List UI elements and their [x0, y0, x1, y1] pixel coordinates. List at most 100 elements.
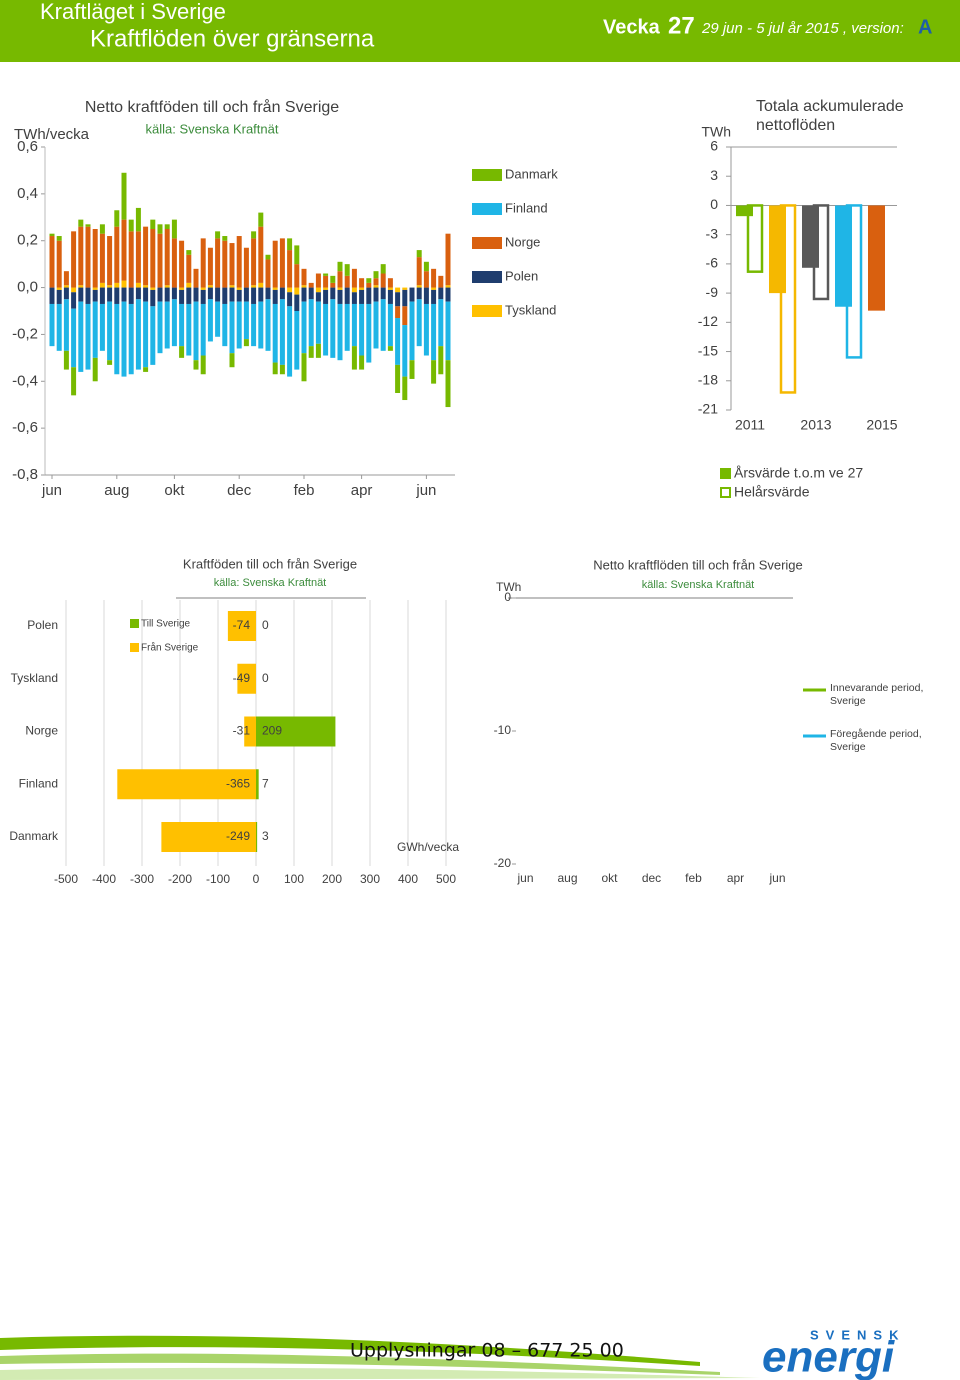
bar-segment — [330, 299, 336, 358]
bar-segment — [423, 287, 429, 304]
bar-segment — [431, 303, 437, 361]
x-tick-label: jun — [516, 871, 533, 885]
bar-segment — [294, 245, 300, 265]
chart-title: Netto kraftföden till och från Sverige — [85, 98, 339, 116]
bar-segment — [323, 273, 329, 276]
bar-segment — [416, 257, 422, 286]
bar-segment — [56, 289, 62, 304]
bar-segment — [71, 367, 77, 396]
bar-segment — [243, 247, 249, 288]
x-tick-label: apr — [351, 482, 373, 499]
bar-segment — [135, 287, 141, 300]
y-tick-label: -20 — [494, 856, 512, 870]
bar-segment — [193, 268, 199, 288]
bar-segment — [229, 287, 235, 302]
bar-segment — [157, 287, 163, 302]
legend-label: Tyskland — [505, 302, 556, 317]
bar-segment — [258, 212, 264, 227]
bar-segment — [107, 301, 113, 361]
bar-segment — [366, 287, 372, 304]
bar-segment — [445, 301, 451, 361]
bar-segment — [301, 287, 307, 302]
x-tick-label: -500 — [54, 872, 78, 886]
bar-segment — [272, 287, 278, 290]
bar-segment — [236, 236, 242, 288]
bar-segment — [265, 287, 271, 300]
bar — [244, 716, 256, 747]
bar-segment — [438, 299, 444, 347]
bar-segment — [315, 292, 321, 302]
footer-swoosh — [0, 1335, 700, 1366]
bar-segment — [294, 264, 300, 288]
bar-segment — [229, 243, 235, 286]
bar — [256, 716, 336, 747]
bar-segment — [373, 287, 379, 302]
bar-segment — [287, 238, 293, 251]
bar-segment — [265, 254, 271, 260]
header-subtitle: Kraftflöden över gränserna — [90, 25, 375, 52]
bar-segment — [330, 275, 336, 283]
bar-segment — [438, 287, 444, 300]
footer-swoosh — [0, 1353, 720, 1375]
legend-label: Danmark — [505, 166, 558, 181]
bar-segment — [387, 289, 393, 304]
y-tick-label: 0,2 — [17, 232, 38, 249]
bar-segment — [315, 343, 321, 358]
bar-segment — [99, 233, 105, 283]
bar-segment — [56, 303, 62, 351]
bar-segment — [330, 282, 336, 288]
bar-segment — [143, 287, 149, 302]
bar-segment — [438, 346, 444, 375]
bar-segment — [366, 278, 372, 283]
data-label: 3 — [262, 829, 269, 843]
bar-segment — [157, 224, 163, 234]
bar-segment — [272, 303, 278, 363]
bar-segment — [272, 289, 278, 304]
legend-swatch — [130, 643, 139, 652]
bar-segment — [107, 285, 113, 288]
bar-segment — [207, 287, 213, 300]
y-tick-label: -0,2 — [12, 325, 38, 342]
bar — [868, 205, 885, 311]
bar-segment — [287, 287, 293, 293]
bar-segment — [78, 287, 84, 302]
bar-segment — [107, 236, 113, 286]
footer-contact: Upplysningar 08 – 677 25 00 — [350, 1340, 624, 1362]
bar-segment — [186, 303, 192, 356]
category-label: Tyskland — [11, 671, 58, 685]
y-tick-label: -3 — [706, 225, 719, 241]
bar-segment — [171, 299, 177, 347]
legend-label: Finland — [505, 200, 548, 215]
bar-segment — [150, 229, 156, 288]
bar-segment — [150, 287, 156, 290]
bar-segment — [409, 287, 415, 302]
category-label: Finland — [19, 776, 58, 790]
bar-segment — [164, 224, 170, 229]
bar-segment — [56, 240, 62, 288]
bar-segment — [128, 231, 134, 288]
category-label: Norge — [25, 724, 58, 738]
x-tick-label: 0 — [253, 872, 260, 886]
bar-segment — [121, 287, 127, 302]
bar-segment — [402, 287, 408, 290]
bar-segment — [71, 308, 77, 368]
bar-segment — [438, 275, 444, 288]
bar-segment — [445, 360, 451, 408]
legend-label: Polen — [505, 268, 538, 283]
bar-segment — [164, 287, 170, 302]
bar-segment — [215, 287, 221, 302]
bar-segment — [186, 254, 192, 283]
bar-segment — [323, 287, 329, 290]
x-tick-label: 2013 — [800, 417, 831, 433]
bar-segment — [409, 360, 415, 379]
data-label: 0 — [262, 671, 269, 685]
header-band — [0, 0, 960, 62]
y-tick-label: -0,8 — [12, 466, 38, 483]
bar-segment — [207, 247, 213, 286]
bar-segment — [337, 261, 343, 272]
y-axis-label: TWh/vecka — [14, 126, 90, 143]
bar-segment — [445, 233, 451, 286]
x-tick-label: jun — [415, 482, 436, 499]
bar — [117, 769, 256, 800]
